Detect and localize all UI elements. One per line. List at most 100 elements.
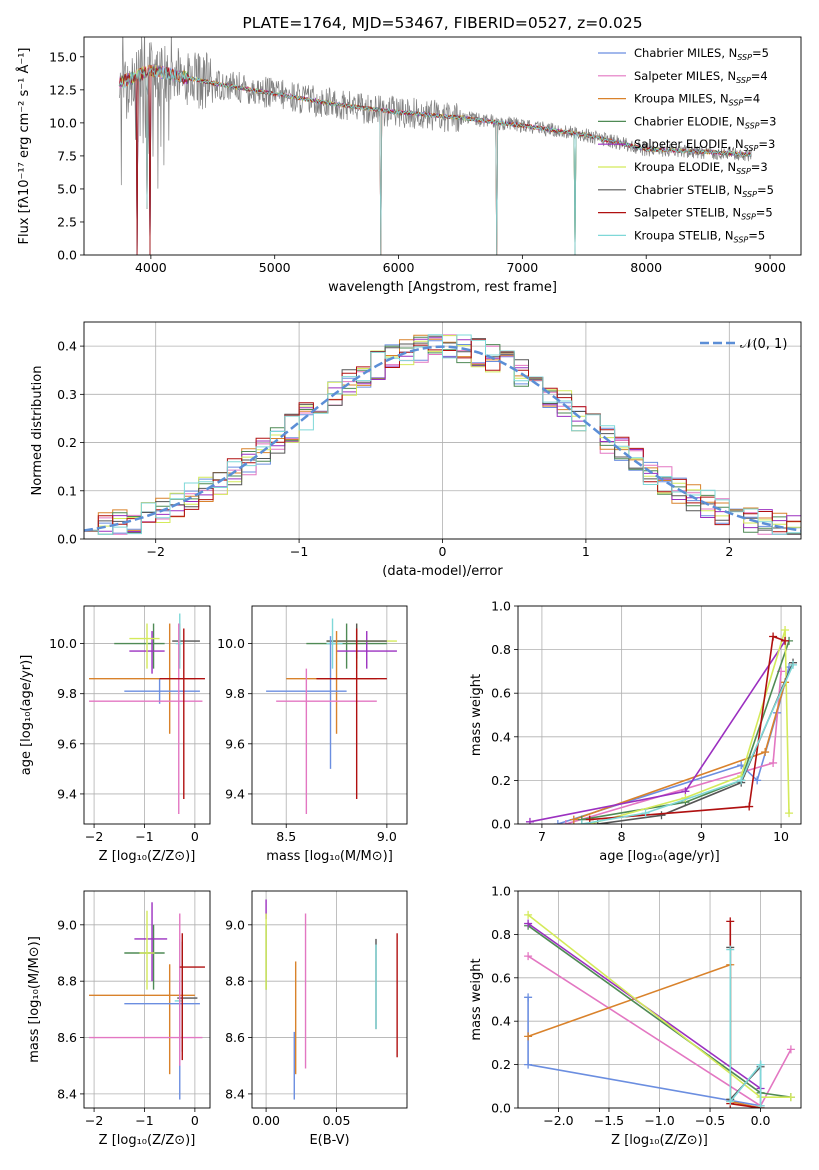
y-tick-label: 0.1 (57, 483, 77, 498)
mass_weight_vs_age-frame (517, 605, 802, 825)
x-tick-label: 5000 (259, 260, 291, 275)
errorbar-point (306, 623, 387, 669)
errorbar-point (134, 902, 168, 982)
mass-weight-marker (524, 952, 533, 961)
mass-weight-marker (577, 820, 586, 824)
residuals-ticks: −2 −1 0 1 2 0.0 0.1 0.2 0.3 0.4 (57, 339, 733, 559)
y-tick-label: 0.6 (491, 686, 511, 701)
mass-weight-line (729, 921, 761, 1108)
x-tick-label: 7000 (506, 260, 538, 275)
mass-weight-line (597, 662, 794, 824)
legend-label-text: Kroupa STELIB, N (634, 228, 734, 242)
legend-label: Kroupa ELODIE, NSSP=3 (634, 160, 768, 176)
y-tick-label: 9.8 (225, 686, 245, 701)
y-tick-label: 9.4 (57, 786, 77, 801)
mass_vs_ebv-grid (252, 891, 407, 1108)
x-axis-label: wavelength [Angstrom, rest frame] (328, 280, 557, 295)
y-tick-label: 1.0 (491, 884, 511, 899)
legend-label: Salpeter ELODIE, NSSP=3 (634, 137, 775, 153)
mass-weight-marker (726, 917, 735, 926)
y-tick-label: 0.4 (491, 729, 511, 744)
legend-label-subscript: SSP (737, 53, 752, 62)
x-tick-label: 7 (538, 829, 546, 844)
observed-spectrum-line (118, 37, 752, 189)
legend-label-value: =3 (751, 160, 768, 174)
y-tick-label: 0.8 (491, 642, 511, 657)
residuals-plot-area (84, 334, 801, 535)
mass_weight_vs_age-plot-area (525, 625, 798, 824)
x-tick-label: −1.5 (594, 1113, 624, 1128)
legend-label-subscript: SSP (734, 235, 749, 244)
y-tick-label: 15.0 (49, 49, 77, 64)
y-tick-label: 9.4 (225, 786, 245, 801)
x-tick-label: 0 (191, 1113, 199, 1128)
y-tick-label: 8.8 (57, 974, 77, 989)
y-tick-label: 0.0 (57, 248, 77, 263)
x-tick-label: 8000 (630, 260, 662, 275)
y-tick-label: 8.8 (225, 974, 245, 989)
age_vs_Z-frame (83, 605, 211, 825)
errorbar-point (124, 995, 200, 1100)
legend-label-text: Salpeter MILES, N (634, 69, 736, 83)
mass_vs_Z-plot-area (89, 902, 205, 1100)
errorbar-point (326, 618, 343, 669)
residuals-panel: −2 −1 0 1 2 0.0 0.1 0.2 0.3 0.4 (data-model)/error… (30, 321, 802, 579)
y-tick-label: 2.5 (57, 214, 77, 229)
mass-weight-marker (524, 993, 533, 1002)
residual-histogram (84, 334, 801, 535)
errorbar-point (89, 913, 203, 1066)
mass-weight-marker (657, 811, 666, 820)
x-tick-label: 0 (191, 829, 199, 844)
y-tick-label: 0.8 (491, 927, 511, 942)
y-tick-label: 5.0 (57, 181, 77, 196)
legend-label: Kroupa MILES, NSSP=4 (634, 92, 760, 108)
legend-label-text: Kroupa MILES, N (634, 92, 729, 106)
x-tick-label: 0.05 (323, 1113, 351, 1128)
legend-label: Salpeter MILES, NSSP=4 (634, 69, 768, 85)
age_vs_Z-plot-area (89, 613, 205, 814)
x-tick-label: −1 (290, 544, 308, 559)
x-axis-label: Z [log₁₀(Z/Z⊙)] (99, 1133, 196, 1148)
x-axis-label: age [log₁₀(age/yr)] (599, 849, 720, 864)
legend-label: Salpeter STELIB, NSSP=5 (634, 206, 773, 222)
y-tick-label: 8.6 (225, 1030, 245, 1045)
age_vs_mass-frame (251, 605, 408, 825)
errorbar-point (286, 631, 377, 734)
legend-label-value: =3 (760, 114, 777, 128)
y-tick-label: 0.2 (491, 773, 511, 788)
legend-label: Chabrier MILES, NSSP=5 (634, 46, 769, 62)
mass-weight-marker (641, 809, 650, 818)
y-tick-label: 0.2 (57, 435, 77, 450)
errorbar-point (179, 933, 205, 1061)
mass-weight-marker (789, 660, 798, 669)
x-axis-label: mass [log₁₀(M/M⊙)] (266, 849, 393, 864)
mass_vs_ebv-panel: 0.00 0.05 8.4 8.6 8.8 9.0 E(B-V) (225, 890, 408, 1148)
x-tick-label: −2 (146, 544, 164, 559)
mass_weight_vs_age-ticks: 7 8 9 10 0.0 0.2 0.4 0.6 0.8 1.0 (491, 599, 789, 845)
legend-label-subscript: SSP (742, 190, 757, 199)
spectrum-ticks: 4000 5000 6000 7000 8000 9000 0.0 2.5 5.0 7.5 10.0… (49, 49, 786, 275)
age_vs_Z-ticks: −2 −1 0 9.4 9.6 9.8 10.0 (49, 636, 199, 844)
mass_weight_vs_Z-grid (518, 890, 801, 1109)
errorbar-point (114, 623, 165, 669)
legend-label-text: Chabrier MILES, N (634, 46, 737, 60)
legend-label-value: =5 (748, 228, 765, 242)
legend-label-text: Kroupa ELODIE, N (634, 160, 736, 174)
mass-weight-marker (781, 625, 790, 634)
legend-label-text: Chabrier STELIB, N (634, 183, 742, 197)
mass-weight-line (589, 635, 786, 821)
model-spectrum-line (118, 67, 752, 255)
y-tick-label: 10.0 (217, 636, 245, 651)
errorbar-point (174, 938, 183, 1032)
y-tick-label: 10.0 (49, 115, 77, 130)
x-tick-label: −2.0 (543, 1113, 573, 1128)
x-tick-label: 9 (697, 829, 705, 844)
x-tick-label: −2 (85, 829, 103, 844)
mass-weight-marker (786, 1045, 795, 1054)
errorbar-point (89, 964, 195, 1075)
mass_weight_vs_Z-panel: −2.0 −1.5 −1.0 −0.5 0.0 0.0 0.2 0.4 0.6 0.8 1.0 Z [… (469, 884, 802, 1148)
x-tick-label: −2 (85, 1113, 103, 1128)
x-tick-label: 10 (773, 829, 789, 844)
y-tick-label: 0.0 (491, 817, 511, 832)
y-tick-label: 12.5 (49, 82, 77, 97)
